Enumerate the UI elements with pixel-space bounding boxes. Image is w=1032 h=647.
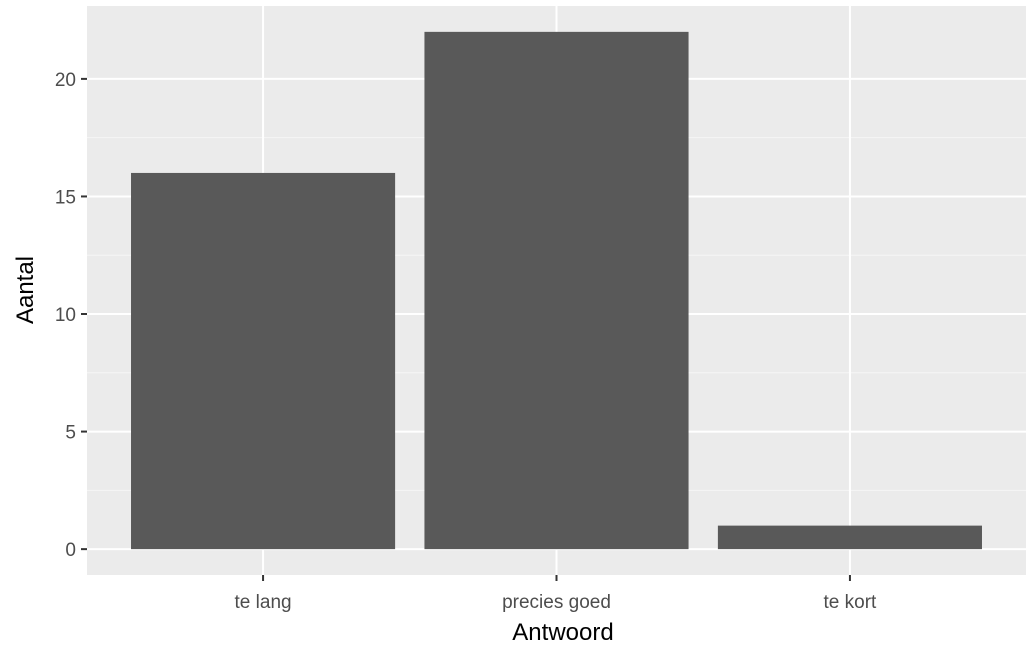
x-axis-title: Antwoord (512, 619, 613, 646)
y-tick-label: 20 (55, 70, 76, 91)
bar-te-kort (717, 525, 982, 550)
x-tick-label: precies goed (502, 592, 611, 613)
x-tick-label: te kort (824, 592, 878, 613)
bar-te-lang (131, 172, 396, 550)
y-axis-title: Aantal (12, 256, 39, 324)
y-tick-label: 0 (65, 540, 76, 561)
bars (131, 31, 982, 550)
y-tick-label: 15 (55, 187, 76, 208)
y-tick-label: 5 (65, 423, 76, 444)
x-axis: te lang precies goed te kort (235, 575, 878, 613)
x-tick-label: te lang (235, 592, 292, 613)
y-tick-label: 10 (55, 305, 76, 326)
bar-precies-goed (424, 31, 689, 550)
y-axis: 0 5 10 15 20 (55, 70, 87, 561)
